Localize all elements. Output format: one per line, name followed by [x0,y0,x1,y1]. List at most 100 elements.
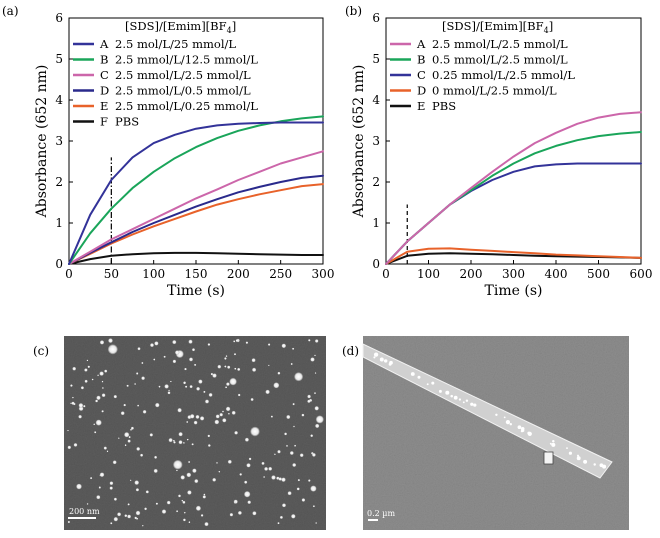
legend-letter: A [416,37,426,51]
particle [137,347,141,351]
particle [314,406,319,411]
particle [113,497,117,501]
particle [224,365,227,368]
chart-a: 0 50 100 150 200 250 300 0 1 2 3 4 5 6 Time (s) Absorba… [34,11,334,299]
particle [103,446,107,450]
particle [286,444,288,447]
particle [203,493,206,496]
legend-letter: D [417,84,426,98]
particle [225,386,228,389]
particle [445,390,450,395]
particle [188,461,191,463]
particle [308,479,311,482]
particle [438,389,442,393]
particle [245,341,249,344]
particle [294,372,304,382]
particle [106,450,109,453]
particle [176,469,178,472]
particle [301,498,306,502]
particle [199,416,205,421]
particle [426,383,429,386]
particle [225,355,228,357]
particle [290,362,293,366]
particle [118,437,120,439]
particle [227,459,232,464]
scale-bar-c [68,517,96,519]
particle [226,382,230,386]
particle [273,382,280,389]
particle [182,500,186,504]
particle [281,477,286,482]
y-tick-label: 4 [372,93,380,107]
particle [268,466,273,471]
particle [237,510,242,515]
particle [453,395,458,400]
particle [250,398,254,401]
particle [274,453,276,456]
legend-letter: C [100,68,109,82]
panel-label-b: (b) [345,4,362,18]
particle [244,491,251,498]
particle [155,502,159,505]
particle [566,447,568,449]
x-tick-label: 200 [460,267,483,281]
particle [183,518,186,522]
particle [194,363,197,366]
particle [129,479,132,482]
particle [183,511,186,514]
particle [212,477,217,482]
x-tick-label: 100 [417,267,440,281]
particle [549,442,552,445]
y-tick-label: 6 [372,11,380,25]
particle [124,444,127,447]
particle [229,512,234,517]
particle [222,410,224,413]
particle [315,423,320,428]
particle [136,372,139,375]
particle [373,352,379,357]
particle [107,344,118,355]
particle [527,431,531,435]
legend-label: PBS [115,115,139,129]
particle [383,359,388,363]
particle [234,501,236,504]
particle [93,423,96,426]
particle [215,414,220,419]
particle [172,340,177,345]
x-tick-label: 50 [104,267,119,281]
particle [284,432,287,436]
y-tick-label: 0 [55,257,63,271]
particle [465,399,469,402]
particle [265,389,270,395]
particle [576,454,580,457]
particle [134,383,137,385]
particle [517,425,522,430]
particle [217,364,222,369]
particle [128,436,131,439]
particle [194,479,199,484]
particle [170,380,172,383]
legend-label: 2.5 mmol/L/12.5 mmol/L [115,53,258,67]
particle [228,412,230,415]
particle [84,379,88,383]
particle [96,395,101,400]
particle [198,379,203,384]
y-tick-label: 1 [55,216,63,230]
particle [417,375,421,379]
particle [520,427,525,431]
legend-letter: A [99,37,109,51]
particle [188,339,193,344]
scale-bar-label-d: 0.2 µm [367,509,395,518]
particle [200,514,204,517]
particle [67,445,72,450]
x-tick-label: 500 [587,267,610,281]
particle [149,433,153,437]
particle [117,512,122,517]
x-tick-label: 0 [65,267,73,281]
particle [101,410,104,413]
particle [154,455,158,459]
particle [310,485,317,492]
particle [281,343,286,348]
particle [195,505,201,511]
y-tick-label: 3 [372,134,380,148]
